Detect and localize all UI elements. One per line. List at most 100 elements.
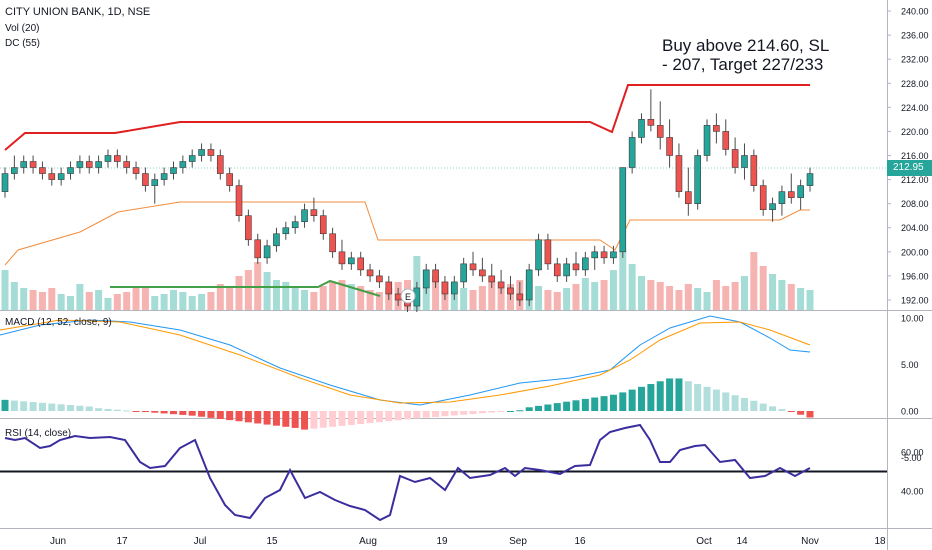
- macd-histogram-bar: [160, 411, 168, 414]
- macd-histogram-bar: [516, 410, 524, 412]
- volume-bar: [38, 292, 46, 310]
- trade-annotation[interactable]: Buy above 214.60, SL - 207, Target 227/2…: [662, 36, 829, 74]
- macd-tick-label: 5.00: [901, 360, 919, 370]
- volume-bar: [750, 252, 758, 310]
- volume-bar: [619, 250, 627, 310]
- volume-bar: [104, 298, 112, 310]
- candle-body: [282, 227, 290, 235]
- price-tick-label: 196.00: [901, 271, 929, 281]
- volume-bar: [123, 292, 131, 310]
- macd-histogram-bar: [48, 403, 56, 411]
- volume-bar: [375, 292, 383, 310]
- candle-body: [273, 233, 280, 247]
- volume-bar: [787, 284, 795, 310]
- macd-histogram-bar: [67, 405, 75, 411]
- macd-histogram-bar: [123, 410, 131, 412]
- macd-histogram-bar: [226, 411, 234, 421]
- macd-histogram-bar: [95, 408, 103, 411]
- macd-histogram-bar: [600, 396, 608, 411]
- macd-histogram-bar: [675, 378, 683, 411]
- volume-bar: [497, 288, 505, 310]
- macd-histogram-bar: [1, 399, 9, 411]
- volume-bar: [151, 296, 159, 310]
- macd-histogram-bar: [703, 386, 711, 411]
- macd-histogram-bar: [450, 411, 458, 416]
- macd-histogram-bar: [647, 384, 655, 411]
- volume-bar: [347, 284, 355, 310]
- price-tick-label: 200.00: [901, 247, 929, 257]
- macd-histogram-bar: [216, 411, 224, 419]
- volume-bar: [478, 286, 486, 310]
- candle-body: [797, 185, 804, 198]
- macd-histogram-bar: [282, 411, 290, 427]
- donchian-indicator-label[interactable]: DC (55): [5, 38, 41, 49]
- price-tick-label: 204.00: [901, 223, 929, 233]
- volume-bar: [169, 290, 177, 310]
- macd-histogram-bar: [404, 411, 411, 420]
- time-tick-label: 16: [574, 536, 586, 547]
- candle-body: [769, 203, 776, 210]
- symbol-title[interactable]: CITY UNION BANK, 1D, NSE: [5, 6, 151, 18]
- candle-body: [329, 233, 336, 253]
- candle-body: [703, 125, 711, 156]
- volume-bar: [310, 292, 318, 310]
- candle-body: [338, 251, 346, 265]
- candle-body: [628, 137, 636, 168]
- time-tick-label: Jun: [50, 536, 66, 547]
- time-tick-label: 15: [266, 536, 278, 547]
- volume-bar: [638, 276, 646, 310]
- macd-histogram-bar: [413, 411, 421, 419]
- macd-histogram-bar: [394, 411, 402, 421]
- volume-bar: [357, 286, 365, 310]
- macd-histogram-bar: [57, 404, 65, 411]
- candle-body: [806, 173, 814, 186]
- volume-bar: [712, 280, 720, 310]
- volume-bar: [731, 282, 739, 310]
- candle-body: [610, 251, 617, 259]
- candle-body: [348, 257, 355, 265]
- volume-bar: [694, 288, 702, 310]
- volume-bar: [572, 284, 580, 310]
- candle-body: [507, 287, 514, 295]
- candle-body: [385, 281, 393, 295]
- volume-indicator-label[interactable]: Vol (20): [5, 23, 40, 34]
- candle-body: [422, 269, 430, 289]
- volume-bar: [57, 294, 65, 310]
- macd-histogram-bar: [38, 402, 46, 411]
- macd-histogram-bar: [366, 411, 374, 424]
- candle-body: [235, 185, 243, 217]
- volume-bar: [198, 294, 206, 310]
- macd-histogram-bar: [375, 411, 383, 423]
- candle-body: [460, 263, 467, 283]
- macd-histogram-bar: [778, 409, 786, 411]
- rsi-tick-label: 60.00: [901, 448, 924, 458]
- rsi-indicator-label[interactable]: RSI (14, close): [5, 428, 72, 439]
- candle-body: [48, 173, 56, 180]
- volume-bar: [609, 270, 617, 310]
- price-tick-label: 232.00: [901, 55, 929, 65]
- macd-histogram-bar: [432, 411, 440, 417]
- volume-bar: [460, 288, 468, 310]
- candle-body: [553, 263, 561, 277]
- macd-histogram-bar: [198, 411, 206, 417]
- earnings-marker: [400, 288, 416, 304]
- volume-bar: [797, 288, 805, 310]
- volume-bar: [85, 292, 93, 310]
- candle-body: [160, 173, 168, 180]
- candle-body: [114, 155, 121, 162]
- volume-bar: [235, 276, 243, 310]
- candle-body: [254, 239, 262, 259]
- macd-histogram-bar: [694, 384, 702, 411]
- volume-bar: [329, 282, 337, 310]
- macd-indicator-label[interactable]: MACD (12, 52, close, 9): [5, 317, 112, 328]
- candle-body: [572, 263, 580, 271]
- volume-bar: [656, 282, 664, 310]
- time-tick-label: 17: [116, 536, 128, 547]
- volume-bar: [581, 278, 589, 310]
- macd-histogram-bar: [310, 411, 318, 429]
- volume-bar: [366, 290, 374, 310]
- volume-bar: [722, 286, 730, 310]
- macd-histogram-bar: [535, 405, 543, 411]
- volume-bar: [769, 274, 777, 310]
- donchian-upper-line: [4, 84, 810, 151]
